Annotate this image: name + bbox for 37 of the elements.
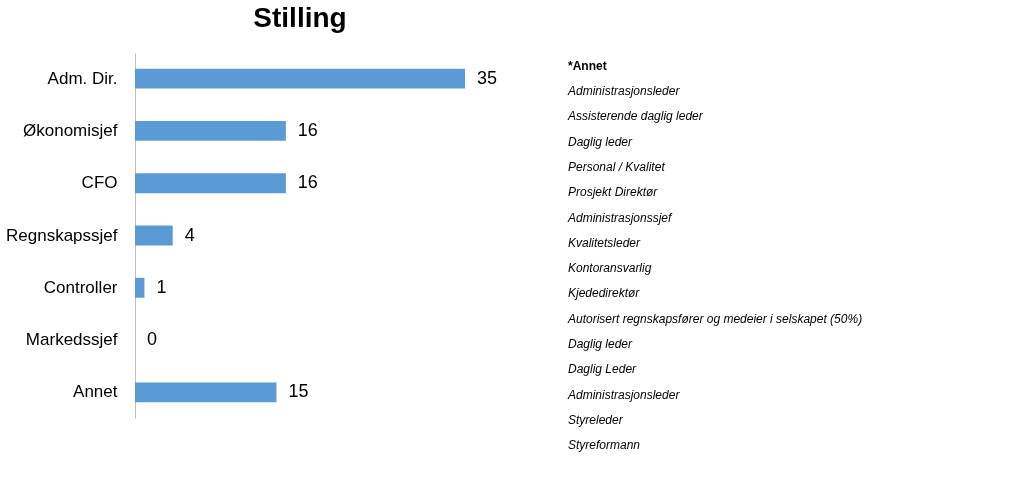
- data-label: 16: [297, 172, 318, 193]
- bar: [135, 68, 465, 89]
- text: Styreformann: [568, 438, 641, 453]
- text: Kjededirektør: [568, 286, 641, 301]
- bar: [135, 382, 277, 403]
- data-label: 16: [297, 119, 318, 140]
- text: Daglig leder: [568, 134, 634, 149]
- text: Kvalitetsleder: [568, 235, 642, 250]
- text: Administrasjonsleder: [567, 83, 681, 98]
- text: Kontoransvarlig: [568, 261, 652, 276]
- text: Assisterende daglig leder: [567, 109, 704, 124]
- text: *Annet: [568, 58, 607, 73]
- data-label: 1: [156, 276, 167, 297]
- text: Autorisert regnskapsfører og medeier i selskapet (50%): [567, 311, 863, 326]
- text: Administrasjonssjef: [567, 210, 674, 225]
- bar: [135, 225, 173, 246]
- text: Personal / Kvalitet: [568, 159, 666, 174]
- data-label: 35: [477, 67, 498, 88]
- y-tick-label: Regnskapssjef: [5, 225, 118, 245]
- bar: [135, 120, 286, 141]
- y-tick-label: Adm. Dir.: [47, 68, 118, 88]
- text: Daglig Leder: [568, 362, 638, 377]
- y-tick-label: CFO: [81, 173, 118, 193]
- text: Styreleder: [568, 413, 624, 428]
- bar: [135, 173, 286, 194]
- text: Daglig leder: [568, 337, 634, 352]
- text: Prosjekt Direktør: [568, 185, 659, 200]
- y-tick-label: Annet: [73, 382, 118, 402]
- text: Administrasjonsleder: [567, 387, 681, 402]
- y-tick-label: Markedssjef: [25, 330, 118, 350]
- y-tick-label: Økonomisjef: [23, 120, 118, 140]
- data-label: 4: [184, 224, 195, 245]
- chart-title: Stilling: [253, 2, 347, 33]
- data-label: 15: [288, 381, 309, 402]
- data-label: 0: [147, 329, 158, 350]
- y-tick-label: Controller: [43, 277, 118, 297]
- bar: [135, 277, 145, 298]
